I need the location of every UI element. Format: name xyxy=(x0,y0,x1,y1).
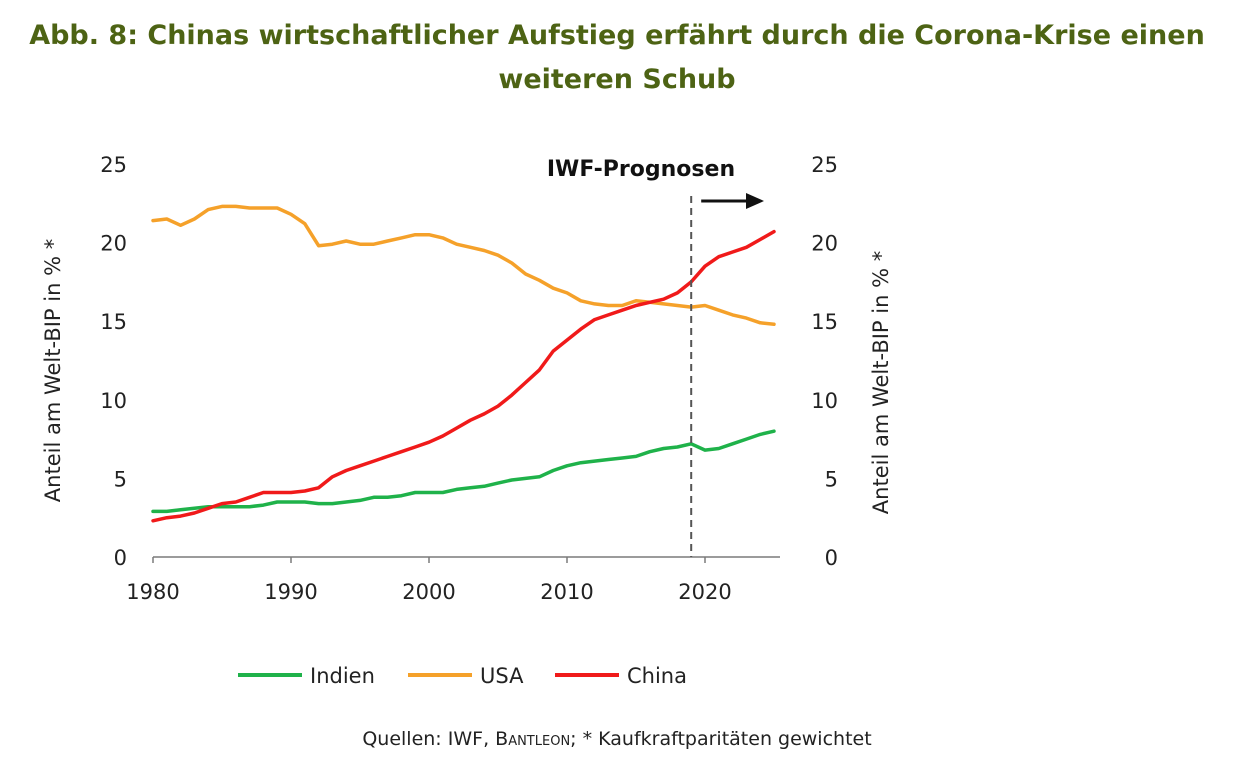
annotation-label: IWF-Prognosen xyxy=(547,157,735,182)
y-right-tick-label-0: 0 xyxy=(825,546,838,570)
y-right-tick-label-25: 25 xyxy=(811,153,838,177)
forecast-annotation: IWF-Prognosen xyxy=(547,157,764,557)
y-right-tick-label-15: 15 xyxy=(811,310,838,334)
y-right-tick-label-20: 20 xyxy=(811,232,838,256)
x-tick-label-2000: 2000 xyxy=(402,580,455,604)
source-brand: Bantleon xyxy=(495,728,571,750)
legend-label-usa: USA xyxy=(480,664,524,688)
legend-label-china: China xyxy=(627,664,687,688)
chart-title: Abb. 8: Chinas wirtschaftlicher Aufstieg… xyxy=(29,20,1205,95)
y-left-tick-label-20: 20 xyxy=(100,232,127,256)
source-suffix: ; * Kaufkraftparitäten gewichtet xyxy=(570,728,872,750)
y-left-tick-label-0: 0 xyxy=(114,546,127,570)
y-left-tick-label-25: 25 xyxy=(100,153,127,177)
series-line-china xyxy=(151,229,776,523)
y-right-tick-label-5: 5 xyxy=(825,467,838,491)
series-line-usa xyxy=(151,204,776,327)
y-axis-label-left: Anteil am Welt-BIP in % * xyxy=(41,239,65,502)
x-tick-label-1980: 1980 xyxy=(126,580,179,604)
legend: Indien USA China xyxy=(238,664,687,688)
source-prefix: Quellen: IWF, xyxy=(362,728,496,750)
source-note: Quellen: IWF, Bantleon; * Kaufkraftparit… xyxy=(0,728,1234,750)
series-lines xyxy=(151,204,776,523)
y-left-tick-label-10: 10 xyxy=(100,389,127,413)
legend-label-indien: Indien xyxy=(310,664,375,688)
x-tick-label-2020: 2020 xyxy=(678,580,731,604)
y-axis-label-right: Anteil am Welt-BIP in % * xyxy=(869,251,893,514)
y-left-tick-label-5: 5 xyxy=(114,467,127,491)
x-tick-label-2010: 2010 xyxy=(540,580,593,604)
forecast-arrow-head xyxy=(746,193,764,209)
x-tick-label-1990: 1990 xyxy=(264,580,317,604)
y-right-tick-label-10: 10 xyxy=(811,389,838,413)
series-line-indien xyxy=(151,429,776,514)
y-left-tick-label-15: 15 xyxy=(100,310,127,334)
